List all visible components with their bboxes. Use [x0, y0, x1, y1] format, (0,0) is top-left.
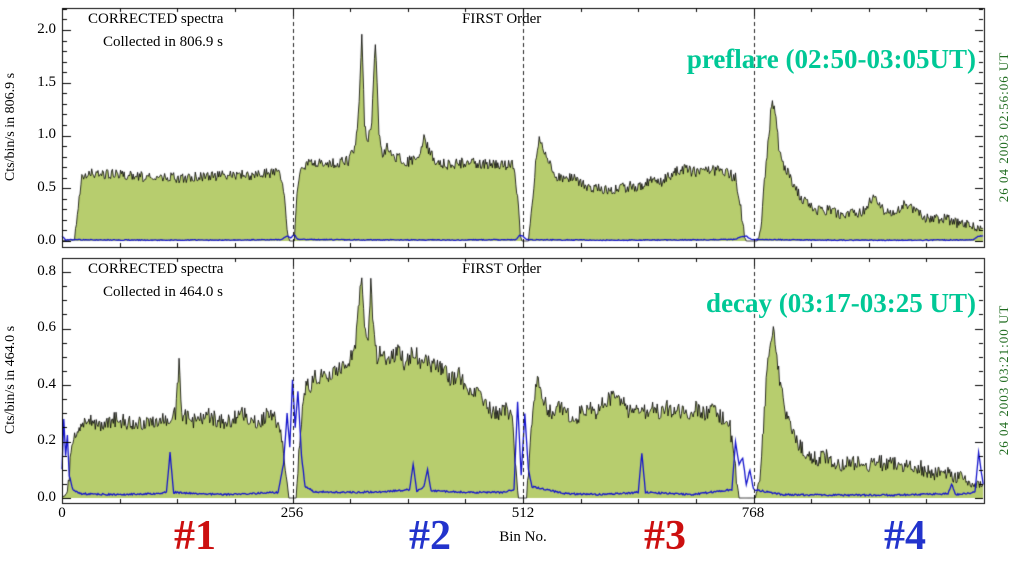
y-tick-label: 0.5	[37, 179, 56, 195]
segment-label-1: #1	[174, 513, 216, 559]
corrected-label-top: CORRECTED spectra	[88, 11, 224, 27]
x-tick-label: 768	[741, 505, 765, 521]
segment-label-2: #2	[409, 513, 451, 559]
y-tick-label: 0.2	[37, 432, 56, 448]
segment-label-3: #3	[644, 513, 686, 559]
right-timestamp-top: 26 04 2003 02:56:06 UT	[996, 51, 1011, 203]
y-tick-label: 0.0	[37, 489, 56, 505]
x-tick-label: 256	[280, 505, 304, 521]
y-tick-label: 1.0	[37, 126, 56, 142]
x-tick-label: 512	[511, 505, 535, 521]
y-tick-label: 0.8	[37, 263, 56, 279]
y-tick-label: 0.4	[37, 376, 56, 392]
annotation-preflare: preflare (02:50-03:05UT)	[686, 44, 976, 74]
y-tick-label: 1.5	[37, 74, 56, 90]
segment-label-4: #4	[884, 513, 926, 559]
y-tick-label: 0.0	[37, 232, 56, 248]
order-label-bottom: FIRST Order	[462, 261, 542, 277]
collected-label-bottom: Collected in 464.0 s	[103, 284, 223, 300]
x-axis-label: Bin No.	[499, 529, 547, 545]
order-label-top: FIRST Order	[462, 11, 542, 27]
y-tick-label: 2.0	[37, 21, 56, 37]
annotation-decay: decay (03:17-03:25 UT)	[706, 288, 976, 318]
corrected-label-bottom: CORRECTED spectra	[88, 261, 224, 277]
x-tick-label: 0	[58, 505, 66, 521]
right-timestamp-bottom: 26 04 2003 03:21:00 UT	[996, 304, 1011, 456]
y-tick-label: 0.6	[37, 319, 56, 335]
collected-label-top: Collected in 806.9 s	[103, 34, 223, 50]
